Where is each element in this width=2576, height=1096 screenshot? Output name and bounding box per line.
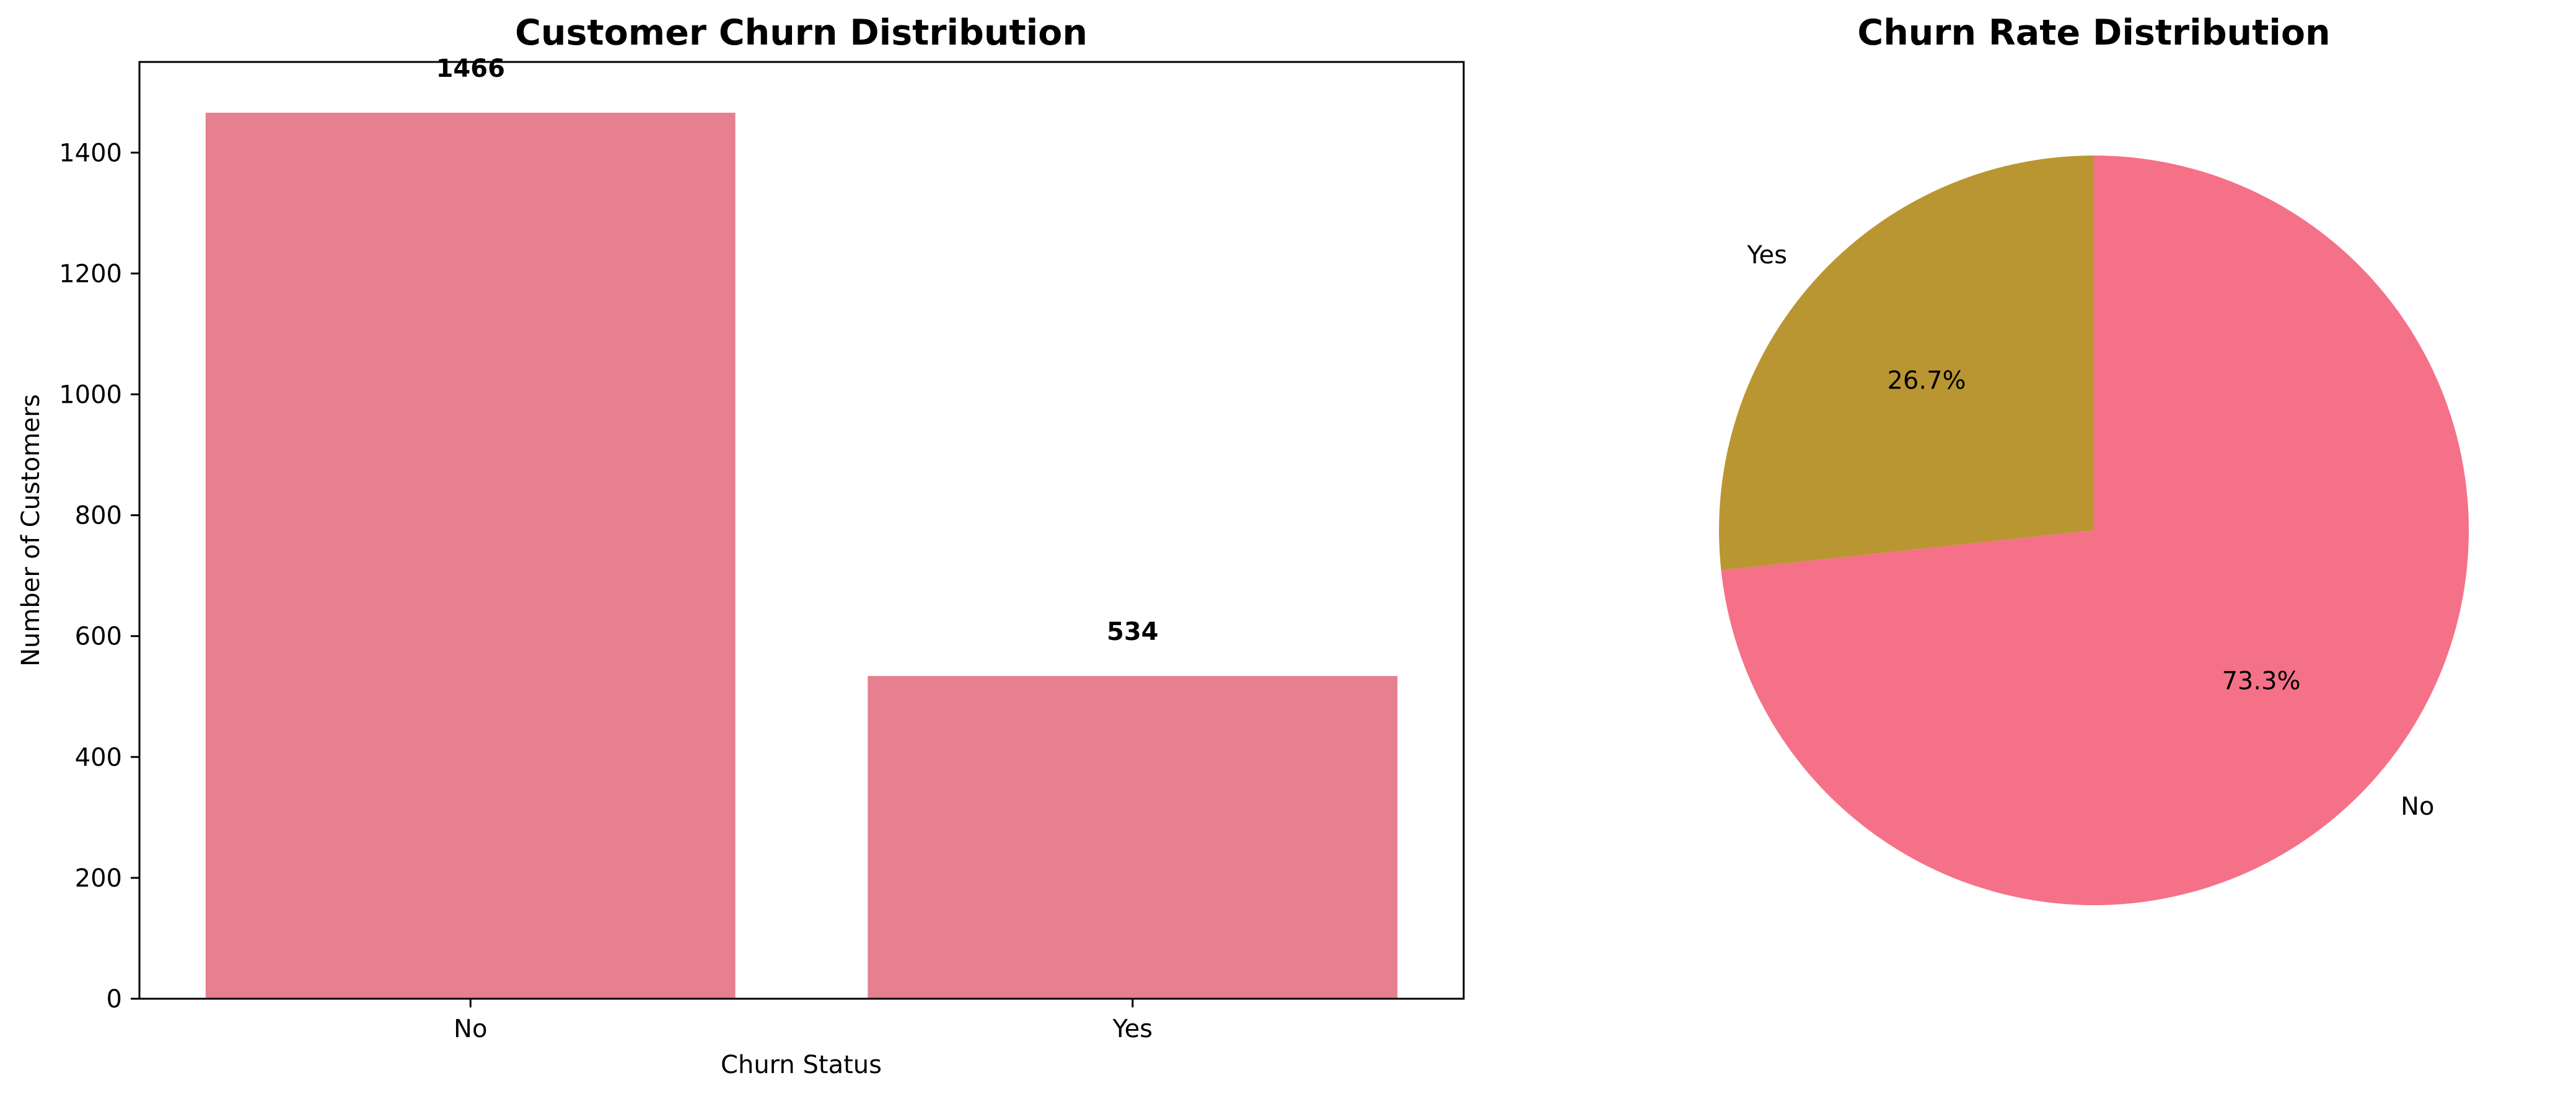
bar-marks [205,112,1398,999]
y-tick-label: 1200 [59,260,122,288]
y-axis-ticks: 0 200 400 600 800 1000 1200 1400 [59,139,139,1014]
y-tick-label: 1000 [59,381,122,410]
y-tick-label: 0 [107,985,122,1014]
bar-data-labels: 1466 534 [436,55,1159,646]
bar-plot-frame [138,61,1465,1000]
y-tick-label: 1400 [59,139,122,167]
bar-no [205,112,736,999]
pie-category-label: No [2401,792,2434,821]
pie-slices [1719,156,2469,906]
pie-labels: 73.3% No 26.7% Yes [1746,241,2434,821]
x-axis-label: Churn Status [721,1051,882,1079]
pie-percent-label: 26.7% [1887,366,1966,395]
bar-chart-title: Customer Churn Distribution [515,12,1088,53]
y-tick-label: 600 [75,623,122,651]
y-tick-label: 800 [75,502,122,530]
bar-yes [868,676,1398,999]
pie-percent-label: 73.3% [2222,667,2300,696]
pie-category-label: Yes [1746,241,1787,270]
y-axis-label: Number of Customers [17,394,45,667]
y-tick-label: 200 [75,864,122,893]
bar-data-label: 534 [1107,618,1159,646]
pie-chart-panel: Churn Rate Distribution 73.3% No 26.7% Yes [1719,12,2469,906]
x-axis-ticks: No Yes [454,999,1153,1043]
x-tick-label: No [454,1015,487,1043]
pie-slice-yes [1719,156,2094,571]
y-tick-label: 400 [75,743,122,772]
pie-slice-no [1721,156,2469,906]
pie-chart-title: Churn Rate Distribution [1857,12,2330,53]
x-tick-label: Yes [1112,1015,1153,1043]
bar-chart-panel: Customer Churn Distribution 0 200 400 600 80… [17,12,1465,1079]
bar-data-label: 1466 [436,55,505,83]
